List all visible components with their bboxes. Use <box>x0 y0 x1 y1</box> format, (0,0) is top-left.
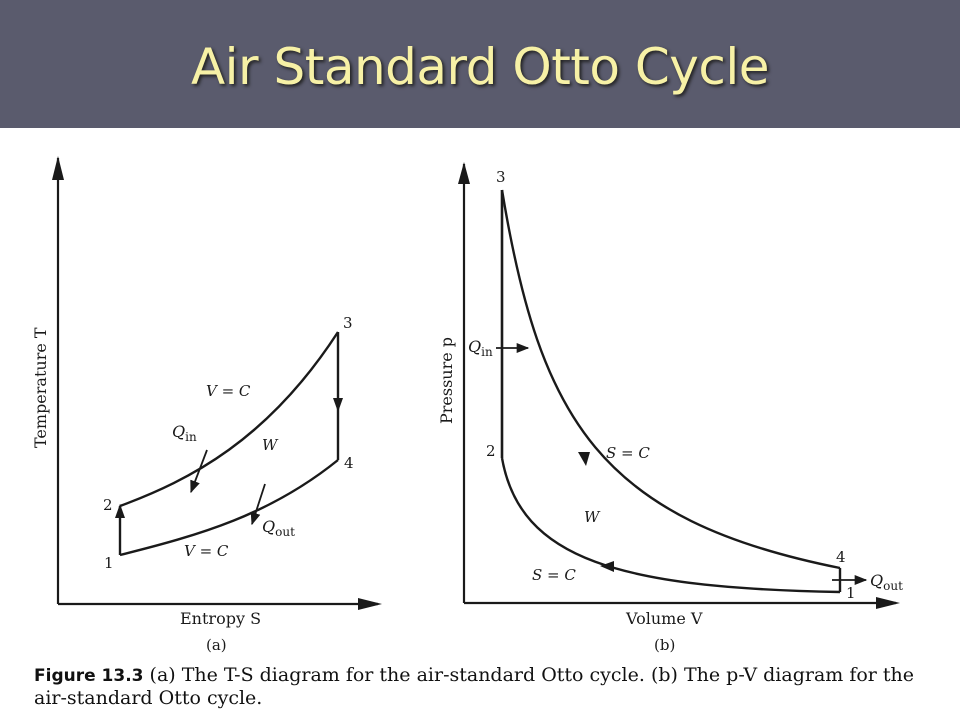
otto-cycle-figure: Temperature T Entropy S (a) 1 2 3 4 V = … <box>31 156 903 654</box>
ts-work-label: W <box>262 436 279 454</box>
pv-upper-curve-label: S = C <box>606 444 650 462</box>
pv-point-2: 2 <box>486 442 496 460</box>
ts-y-axis-label: Temperature T <box>31 327 50 448</box>
ts-qin-label: Qin <box>172 422 197 444</box>
slide-title: Air Standard Otto Cycle <box>190 38 770 96</box>
figure-caption: Figure 13.3 (a) The T-S diagram for the … <box>34 664 934 709</box>
pv-expansion-arrow-icon <box>578 452 590 466</box>
ts-point-4: 4 <box>344 454 354 472</box>
pv-compression-curve <box>500 457 841 594</box>
ts-x-axis-arrow-icon <box>358 598 382 610</box>
pv-lower-curve-label: S = C <box>532 566 576 584</box>
ts-qout-arrow <box>250 483 266 526</box>
pv-point-4: 4 <box>836 548 846 566</box>
figure-label: Figure 13.3 <box>34 666 144 686</box>
pv-point-1: 1 <box>846 584 856 602</box>
pv-diagram: Pressure p Volume V (b) 1 2 3 4 S = C S … <box>437 162 903 654</box>
ts-upper-curve <box>119 331 340 508</box>
pv-y-axis-label: Pressure p <box>437 337 456 424</box>
pv-x-axis-label: Volume V <box>625 609 703 628</box>
caption-text: (a) The T-S diagram for the air-standard… <box>34 664 915 709</box>
pv-expansion-curve <box>500 189 841 570</box>
ts-lower-curve <box>119 459 339 557</box>
pv-sublabel: (b) <box>654 636 675 654</box>
ts-qout-label: Qout <box>262 517 295 539</box>
title-bar: Air Standard Otto Cycle <box>0 0 960 128</box>
ts-point-3: 3 <box>343 314 353 332</box>
pv-compression-arrow-icon <box>600 561 614 572</box>
pv-qin-label: Qin <box>468 337 493 359</box>
ts-sublabel: (a) <box>206 636 227 654</box>
pv-x-axis-arrow-icon <box>876 597 900 609</box>
ts-compression-arrow-icon <box>115 504 125 518</box>
ts-upper-curve-label: V = C <box>206 382 251 400</box>
pv-point-3: 3 <box>496 168 506 186</box>
ts-diagram: Temperature T Entropy S (a) 1 2 3 4 V = … <box>31 156 382 654</box>
ts-expansion-arrow-icon <box>333 398 343 412</box>
ts-qin-arrow <box>190 449 208 494</box>
ts-point-2: 2 <box>103 496 113 514</box>
pv-qout-label: Qout <box>870 571 903 593</box>
ts-point-1: 1 <box>104 554 114 572</box>
ts-lower-curve-label: V = C <box>184 542 229 560</box>
pv-work-label: W <box>584 508 601 526</box>
ts-y-axis-arrow-icon <box>52 156 64 180</box>
pv-y-axis-arrow-icon <box>458 162 470 184</box>
ts-x-axis-label: Entropy S <box>180 609 261 628</box>
